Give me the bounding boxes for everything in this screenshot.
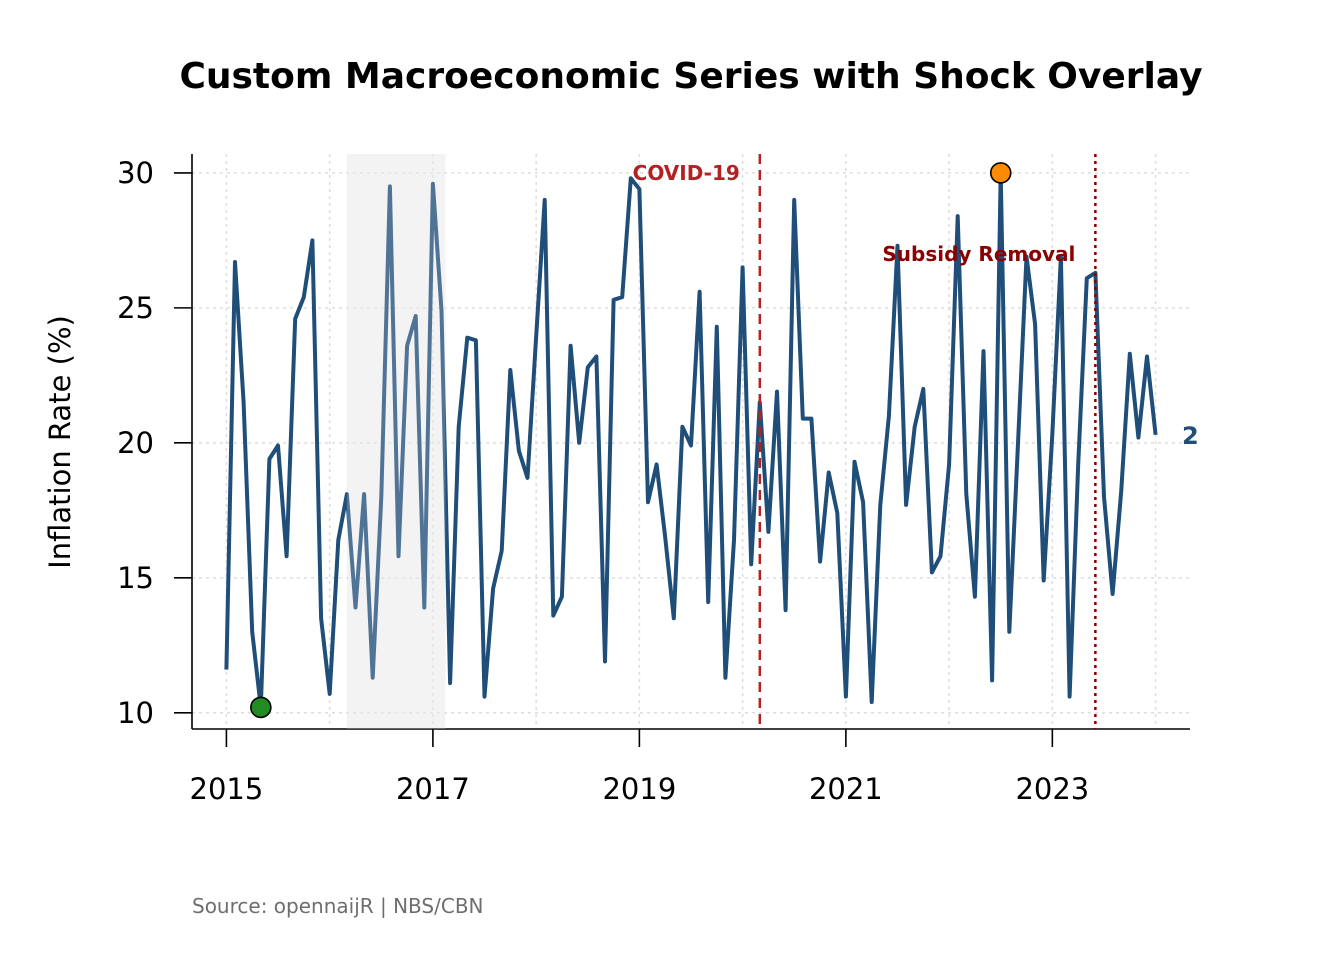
y-tick-label: 10 bbox=[117, 696, 154, 730]
source-caption: Source: opennaijR | NBS/CBN bbox=[192, 894, 484, 918]
y-tick-label: 30 bbox=[117, 156, 154, 190]
min-point-marker bbox=[250, 696, 272, 719]
max-point-marker bbox=[989, 162, 1012, 184]
end-value-label: 2 bbox=[1182, 422, 1199, 450]
y-tick-label: 15 bbox=[117, 561, 154, 595]
event-label: COVID-19 bbox=[633, 161, 740, 185]
x-tick-label: 2021 bbox=[809, 772, 883, 806]
shock-shaded-overlay bbox=[346, 154, 446, 729]
event-label: Subsidy Removal bbox=[882, 242, 1075, 266]
x-tick-label: 2017 bbox=[396, 772, 470, 806]
chart-title: Custom Macroeconomic Series with Shock O… bbox=[179, 56, 1203, 97]
x-tick-label: 2015 bbox=[190, 772, 264, 806]
y-tick-label: 20 bbox=[117, 426, 154, 460]
x-tick-label: 2023 bbox=[1015, 772, 1089, 806]
y-tick-label: 25 bbox=[117, 291, 154, 325]
x-tick-label: 2019 bbox=[602, 772, 676, 806]
